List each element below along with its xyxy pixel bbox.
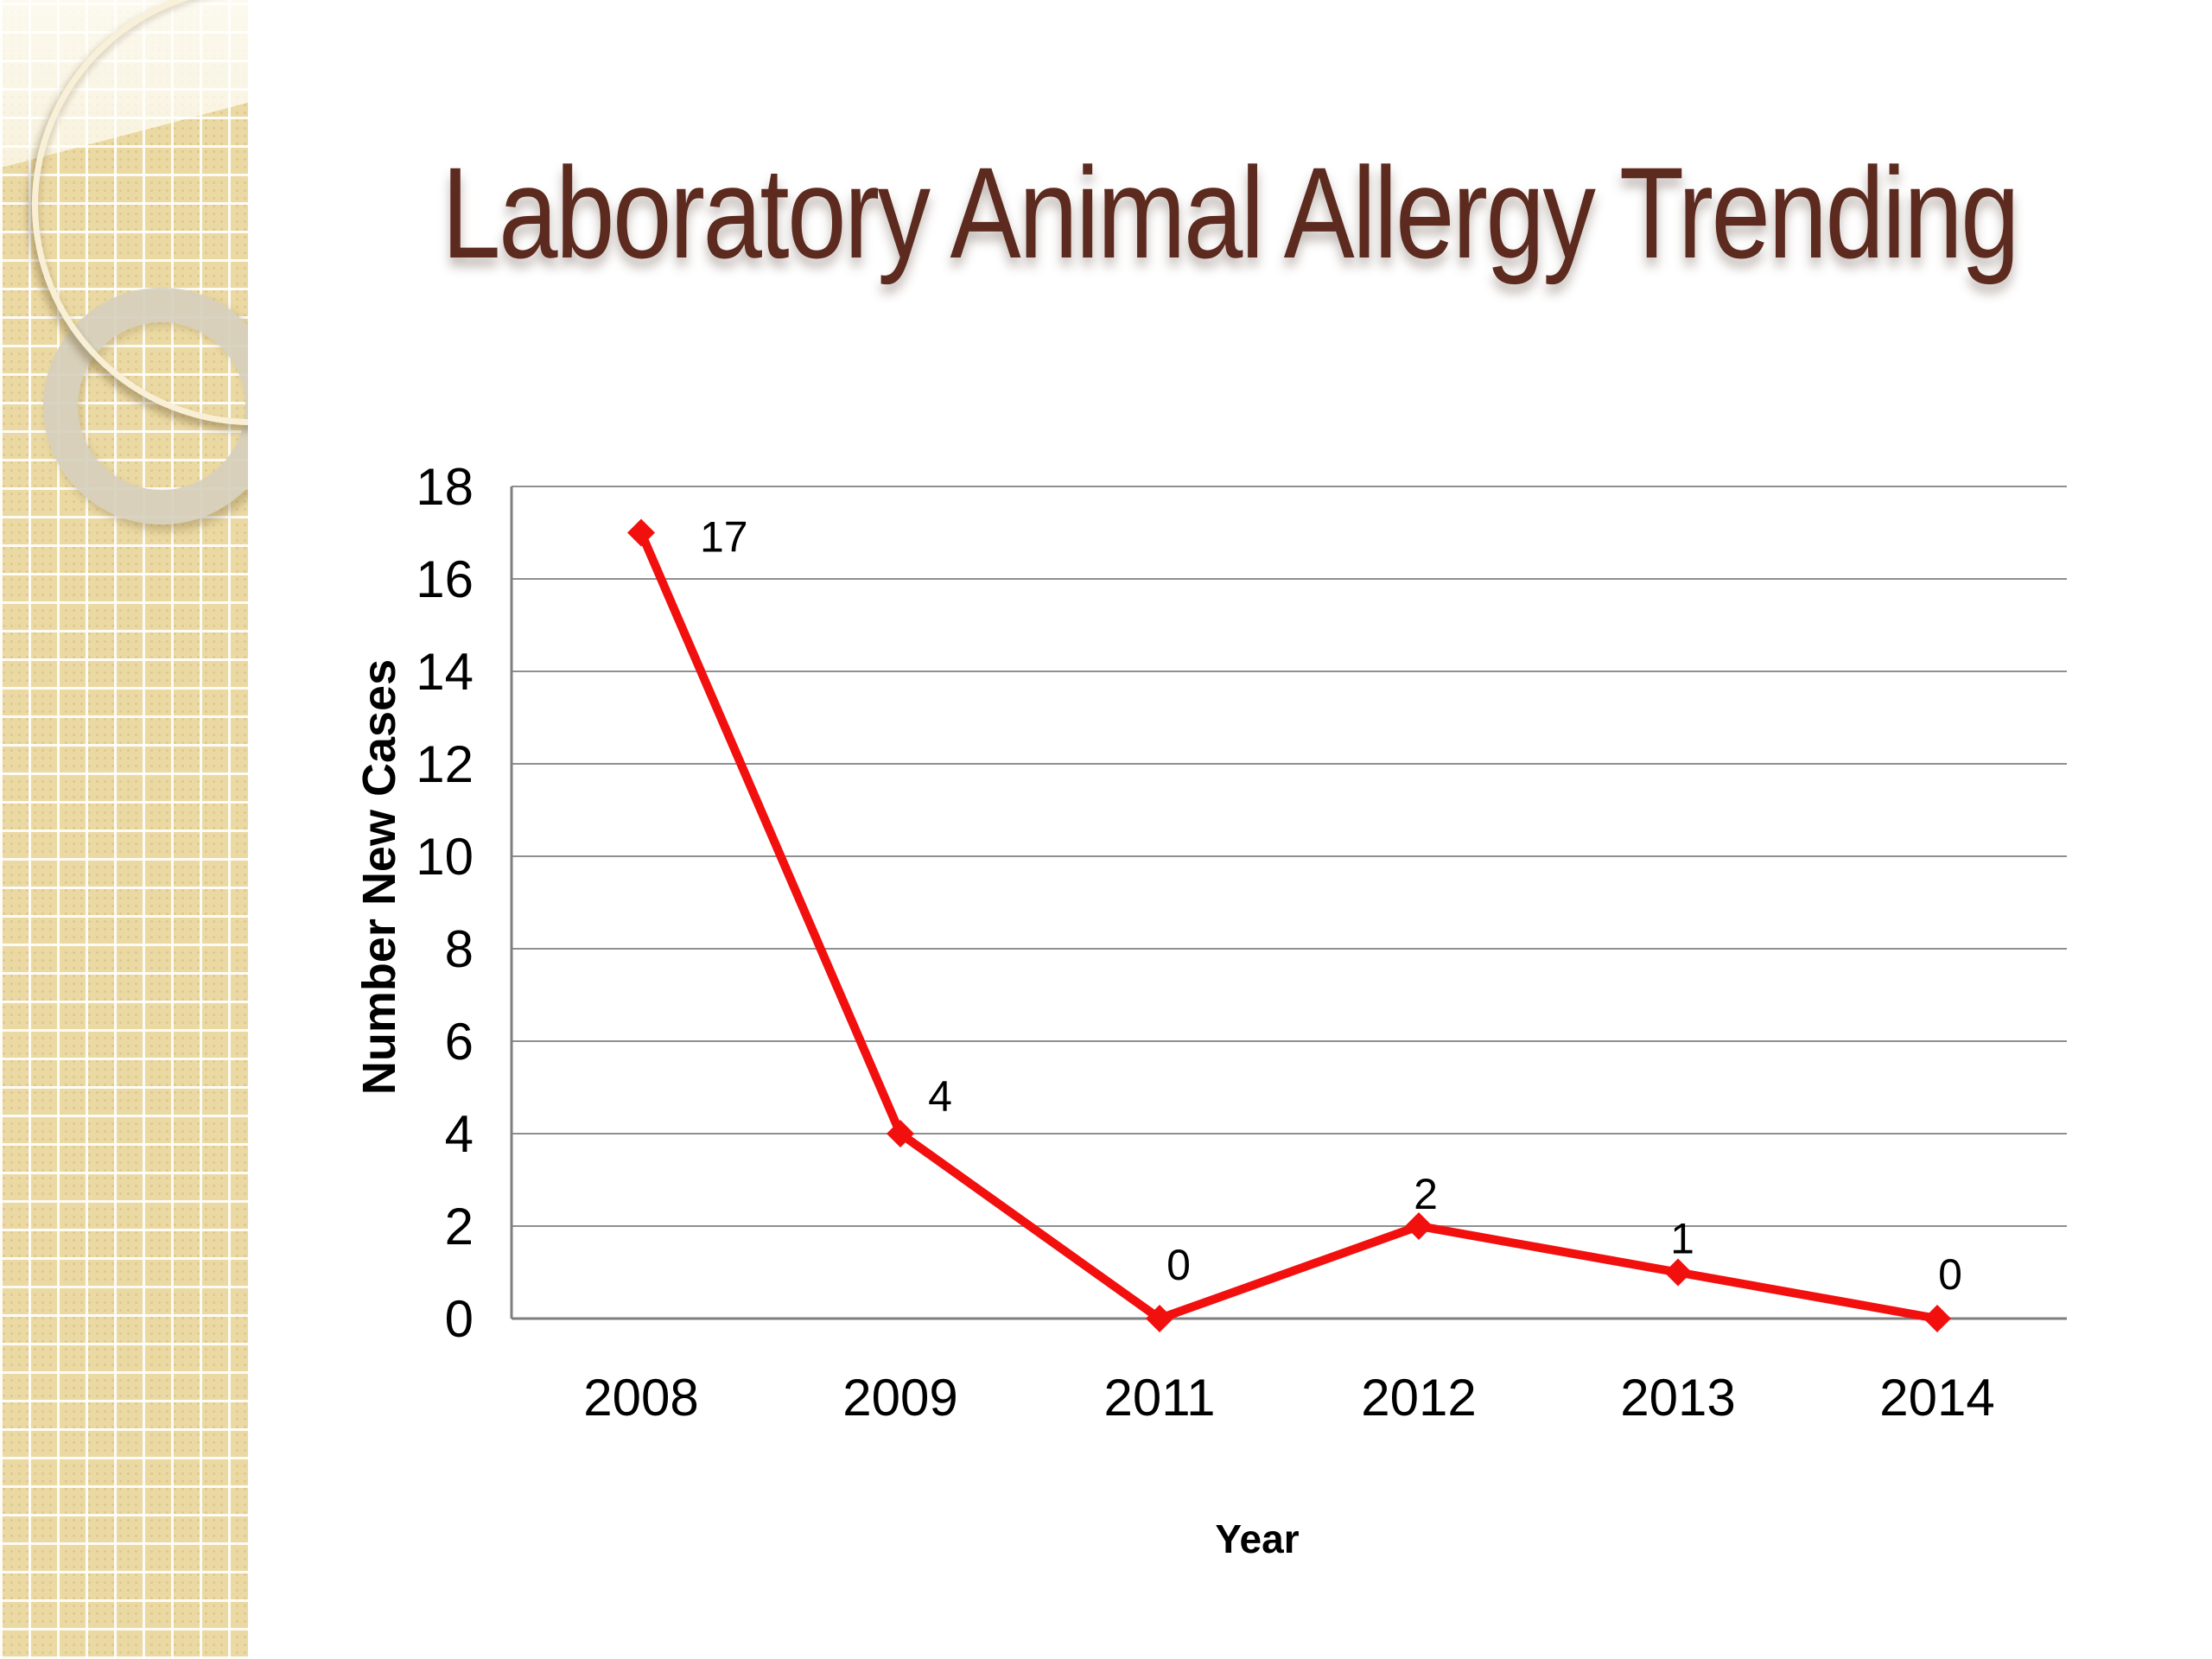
data-point-marker — [1664, 1258, 1692, 1287]
x-axis-title: Year — [1215, 1516, 1299, 1561]
data-point-marker — [1923, 1305, 1951, 1332]
x-tick-label: 2008 — [583, 1369, 698, 1427]
x-tick-label: 2014 — [1879, 1369, 1994, 1427]
data-point-marker — [1146, 1305, 1173, 1332]
x-tick-label: 2009 — [842, 1369, 957, 1427]
slide-title-text: Laboratory Animal Allergy Trending — [442, 140, 2020, 285]
data-point-marker — [627, 518, 655, 547]
sidebar-decoration — [0, 0, 248, 1659]
y-tick-label: 0 — [445, 1290, 474, 1348]
data-point-label: 2 — [1414, 1170, 1438, 1218]
y-tick-label: 4 — [445, 1105, 474, 1163]
series-line — [637, 528, 1942, 1323]
y-tick-label: 8 — [445, 920, 474, 978]
x-tick-label: 2011 — [1103, 1369, 1215, 1427]
data-point-label: 0 — [1166, 1241, 1191, 1289]
y-tick-label: 16 — [416, 550, 474, 608]
y-tick-label: 12 — [416, 735, 474, 793]
data-point-label: 4 — [928, 1072, 952, 1121]
x-tick-label: 2013 — [1620, 1369, 1735, 1427]
y-tick-label: 14 — [416, 643, 474, 701]
data-point-label: 0 — [1938, 1250, 1962, 1299]
data-point-label: 17 — [700, 513, 748, 562]
y-tick-label: 18 — [416, 458, 474, 516]
slide-title: Laboratory Animal Allergy Trending — [248, 140, 2212, 285]
y-tick-label: 10 — [416, 828, 474, 886]
data-point-marker — [1405, 1212, 1433, 1240]
data-point-label: 1 — [1670, 1215, 1694, 1263]
y-tick-label: 6 — [445, 1013, 474, 1071]
data-point-marker — [887, 1120, 914, 1147]
y-axis-title: Number New Cases — [353, 659, 405, 1095]
y-tick-label: 2 — [445, 1198, 474, 1255]
x-tick-label: 2012 — [1361, 1369, 1476, 1427]
